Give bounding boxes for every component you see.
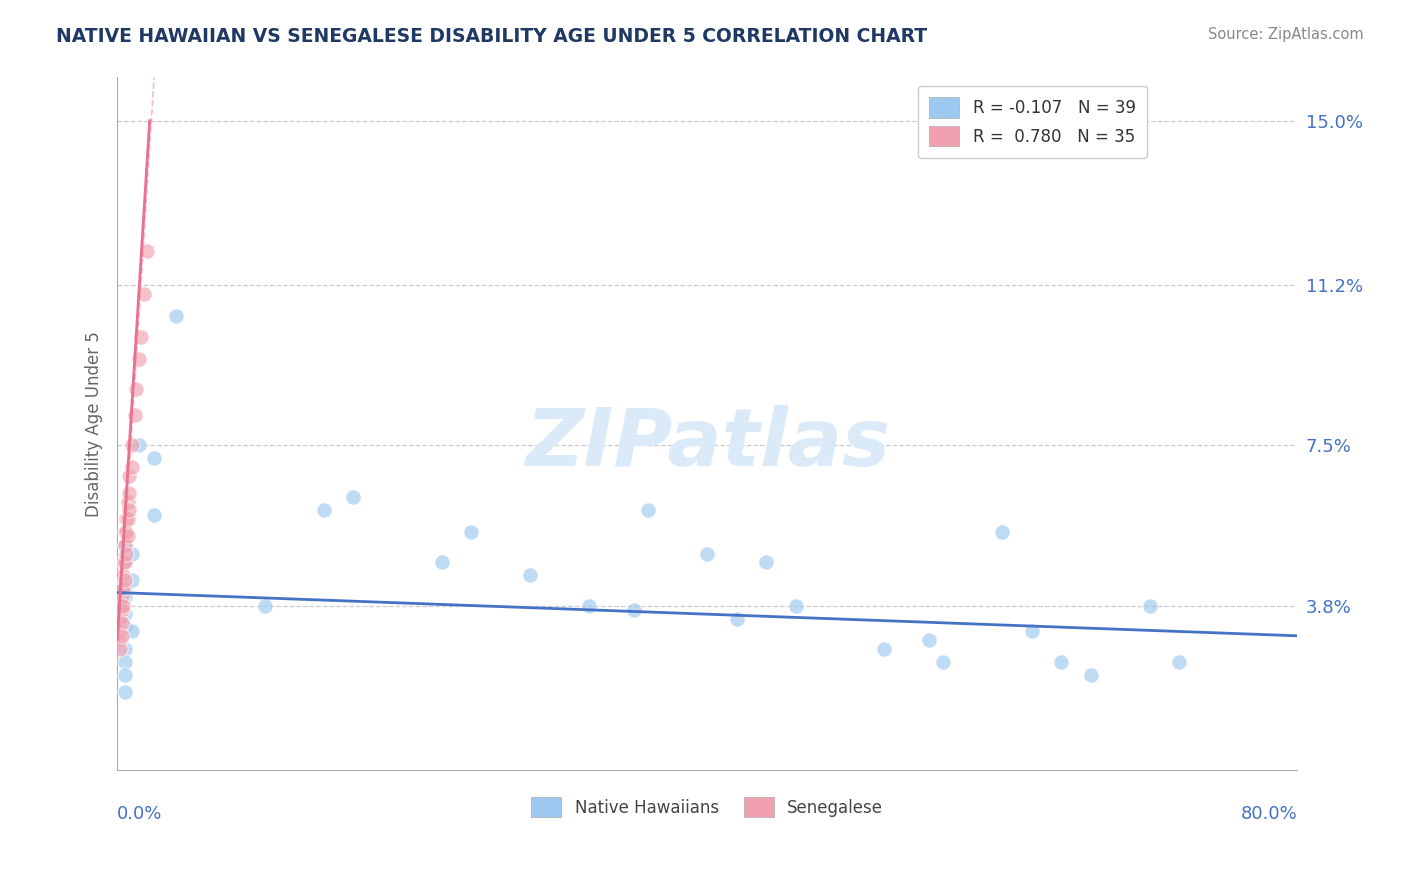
Point [128, 438, 150, 452]
Point [114, 573, 136, 587]
Point [143, 508, 166, 522]
Point [1050, 655, 1073, 669]
Point [578, 599, 600, 613]
Point [125, 382, 148, 396]
Point [114, 620, 136, 634]
Point [108, 641, 131, 656]
Point [114, 607, 136, 622]
Point [115, 512, 138, 526]
Point [115, 547, 138, 561]
Point [114, 538, 136, 552]
Point [253, 599, 276, 613]
Point [696, 547, 718, 561]
Point [124, 408, 146, 422]
Point [917, 633, 939, 648]
Point [460, 524, 482, 539]
Point [165, 309, 187, 323]
Point [114, 524, 136, 539]
Y-axis label: Disability Age Under 5: Disability Age Under 5 [86, 331, 103, 516]
Point [519, 568, 541, 582]
Point [135, 244, 157, 258]
Point [117, 529, 139, 543]
Point [121, 573, 143, 587]
Point [342, 491, 364, 505]
Point [110, 581, 132, 595]
Point [118, 486, 141, 500]
Point [114, 685, 136, 699]
Point [114, 655, 136, 669]
Point [932, 655, 955, 669]
Text: 0.0%: 0.0% [117, 805, 163, 822]
Point [1139, 599, 1161, 613]
Point [110, 629, 132, 643]
Point [121, 438, 143, 452]
Point [114, 538, 136, 552]
Point [873, 641, 896, 656]
Point [117, 494, 139, 508]
Point [110, 590, 132, 604]
Point [121, 547, 143, 561]
Text: Source: ZipAtlas.com: Source: ZipAtlas.com [1208, 27, 1364, 42]
Point [114, 555, 136, 569]
Point [128, 351, 150, 366]
Point [312, 503, 335, 517]
Point [118, 468, 141, 483]
Point [115, 524, 138, 539]
Point [1080, 667, 1102, 681]
Point [108, 633, 131, 648]
Point [112, 599, 135, 613]
Point [1168, 655, 1191, 669]
Point [114, 581, 136, 595]
Point [110, 603, 132, 617]
Point [118, 503, 141, 517]
Point [121, 624, 143, 639]
Point [114, 590, 136, 604]
Text: 80.0%: 80.0% [1240, 805, 1298, 822]
Text: NATIVE HAWAIIAN VS SENEGALESE DISABILITY AGE UNDER 5 CORRELATION CHART: NATIVE HAWAIIAN VS SENEGALESE DISABILITY… [56, 27, 928, 45]
Point [1021, 624, 1043, 639]
Legend: Native Hawaiians, Senegalese: Native Hawaiians, Senegalese [524, 790, 890, 824]
Point [725, 611, 748, 625]
Point [110, 615, 132, 630]
Point [114, 555, 136, 569]
Point [112, 581, 135, 595]
Point [755, 555, 778, 569]
Point [108, 624, 131, 639]
Point [623, 603, 645, 617]
Point [143, 451, 166, 466]
Point [108, 599, 131, 613]
Point [785, 599, 807, 613]
Point [114, 667, 136, 681]
Point [112, 568, 135, 582]
Point [121, 460, 143, 475]
Point [129, 330, 152, 344]
Point [991, 524, 1014, 539]
Point [108, 611, 131, 625]
Point [117, 512, 139, 526]
Point [112, 555, 135, 569]
Point [430, 555, 453, 569]
Text: ZIPatlas: ZIPatlas [524, 406, 890, 483]
Point [114, 641, 136, 656]
Point [132, 286, 155, 301]
Point [637, 503, 659, 517]
